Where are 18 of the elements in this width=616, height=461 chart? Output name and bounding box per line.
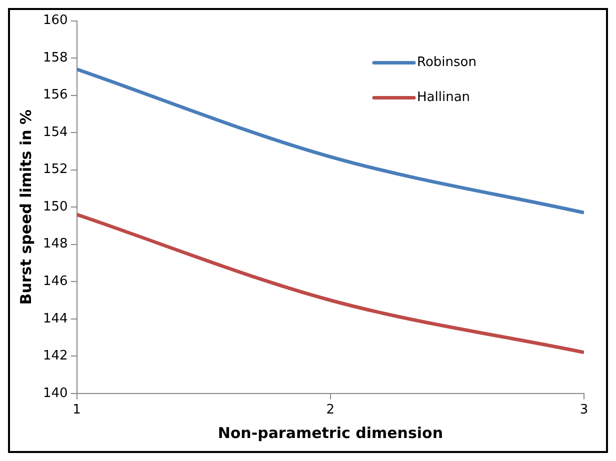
y-tick-label: 150 [42, 199, 68, 214]
y-axis-title: Burst speed limits in % [16, 109, 35, 305]
y-tick-label: 156 [42, 88, 68, 103]
y-tick-label: 142 [42, 348, 68, 364]
y-tick-label: 158 [42, 50, 68, 66]
legend-label: Hallinan [417, 90, 470, 106]
legend-label: Robinson [417, 55, 476, 70]
x-axis-title: Non-parametric dimension [218, 424, 443, 442]
y-tick-label: 154 [42, 124, 68, 140]
x-tick-label: 2 [326, 402, 335, 418]
y-tick-label: 146 [42, 274, 68, 289]
y-tick-label: 140 [42, 386, 68, 401]
y-tick-label: 160 [42, 13, 68, 28]
y-tick-label: 152 [42, 162, 68, 178]
y-tick-label: 148 [42, 236, 68, 252]
x-tick-label: 3 [580, 402, 588, 418]
x-tick-label: 1 [72, 402, 81, 418]
y-tick-label: 144 [42, 311, 68, 326]
